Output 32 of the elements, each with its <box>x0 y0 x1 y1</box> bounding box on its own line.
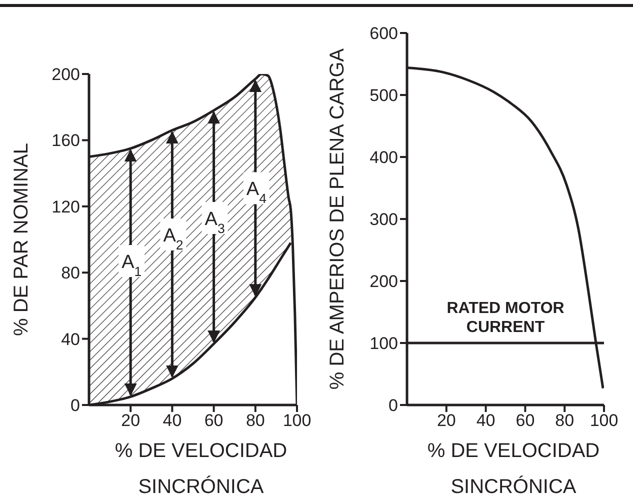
y-axis-title: % DE PAR NOMINAL <box>10 143 32 336</box>
y-tick-label: 100 <box>370 334 398 354</box>
x-tick-label: 20 <box>121 411 140 430</box>
y-tick-label: 160 <box>52 131 80 150</box>
x-tick-label: 100 <box>282 411 312 430</box>
y-tick-label: 40 <box>61 330 80 349</box>
x-tick-label: 60 <box>204 411 224 430</box>
y-tick-label: 500 <box>370 86 398 106</box>
annotation: A$_{4}$ <box>246 179 266 206</box>
x-tick-label: 80 <box>555 411 574 430</box>
y-axis-title: % DE AMPERIOS DE PLENA CARGA <box>326 48 348 390</box>
x-axis-title: % DE VELOCIDAD SINCRÓNICA <box>114 440 288 495</box>
y-tick-label: 300 <box>370 210 398 230</box>
y-tick-label: 80 <box>61 264 80 283</box>
x-axis-title: % DE VELOCIDAD SINCRÓNICA <box>427 440 600 495</box>
y-tick-label: 0 <box>388 396 398 416</box>
y-tick-label: 0 <box>70 396 80 416</box>
x-tick-label: 40 <box>162 411 182 430</box>
x-tick-label: 100 <box>590 411 618 430</box>
ref-line-label: RATED MOTOR CURRENT <box>446 300 565 336</box>
y-tick-label: 200 <box>370 272 398 292</box>
x-tick-label: 20 <box>436 411 456 430</box>
y-tick-label: 200 <box>52 65 80 84</box>
y-tick-label: 120 <box>52 197 80 216</box>
annotation: A$_{1}$ <box>122 252 142 279</box>
y-tick-label: 400 <box>370 148 398 168</box>
x-tick-label: 40 <box>476 411 496 430</box>
x-tick-label: 80 <box>246 411 265 430</box>
y-tick-label: 600 <box>370 24 398 44</box>
annotation: A$_{2}$ <box>163 226 184 252</box>
x-tick-label: 60 <box>516 411 535 430</box>
annotation: A$_{3}$ <box>204 208 225 236</box>
